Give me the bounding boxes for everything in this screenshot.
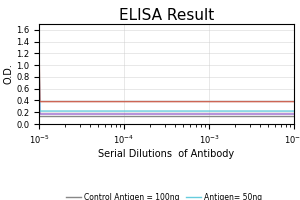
Control Antigen = 100ng [37, 115, 41, 118]
Title: ELISA Result: ELISA Result [119, 8, 214, 23]
Antigen= 50ng [136, 110, 140, 112]
Control Antigen = 100ng [291, 115, 295, 118]
Antigen= 50ng [291, 110, 295, 112]
Antigen= 100ng [61, 100, 65, 103]
Antigen= 50ng [37, 46, 41, 49]
Antigen= 50ng [292, 110, 296, 112]
Control Antigen = 100ng [136, 115, 140, 118]
Line: Antigen= 50ng: Antigen= 50ng [39, 48, 294, 111]
Antigen= 50ng [77, 110, 81, 112]
Antigen= 50ng [141, 110, 145, 112]
Line: Antigen= 100ng: Antigen= 100ng [39, 42, 294, 102]
Antigen= 100ng [291, 100, 295, 103]
Antigen= 10ng [292, 113, 296, 115]
Antigen= 100ng [140, 100, 144, 103]
Line: Antigen= 10ng: Antigen= 10ng [39, 59, 294, 114]
Control Antigen = 100ng [61, 115, 65, 118]
Control Antigen = 100ng [141, 115, 145, 118]
Antigen= 10ng [61, 113, 65, 115]
Antigen= 10ng [141, 113, 145, 115]
Legend: Control Antigen = 100ng, Antigen= 10ng, Antigen= 50ng, Antigen= 100ng: Control Antigen = 100ng, Antigen= 10ng, … [63, 190, 270, 200]
Control Antigen = 100ng [77, 115, 81, 118]
Y-axis label: O.D.: O.D. [3, 64, 13, 84]
Antigen= 10ng [140, 113, 144, 115]
Antigen= 10ng [291, 113, 295, 115]
Antigen= 10ng [136, 113, 140, 115]
Antigen= 10ng [37, 58, 41, 60]
Antigen= 10ng [77, 113, 81, 115]
Antigen= 100ng [292, 100, 296, 103]
Control Antigen = 100ng [140, 115, 144, 118]
Antigen= 50ng [61, 110, 65, 112]
Antigen= 100ng [141, 100, 145, 103]
Antigen= 50ng [140, 110, 144, 112]
Antigen= 100ng [77, 100, 81, 103]
Antigen= 100ng [37, 40, 41, 43]
X-axis label: Serial Dilutions  of Antibody: Serial Dilutions of Antibody [98, 149, 235, 159]
Antigen= 100ng [136, 100, 140, 103]
Control Antigen = 100ng [292, 115, 296, 118]
